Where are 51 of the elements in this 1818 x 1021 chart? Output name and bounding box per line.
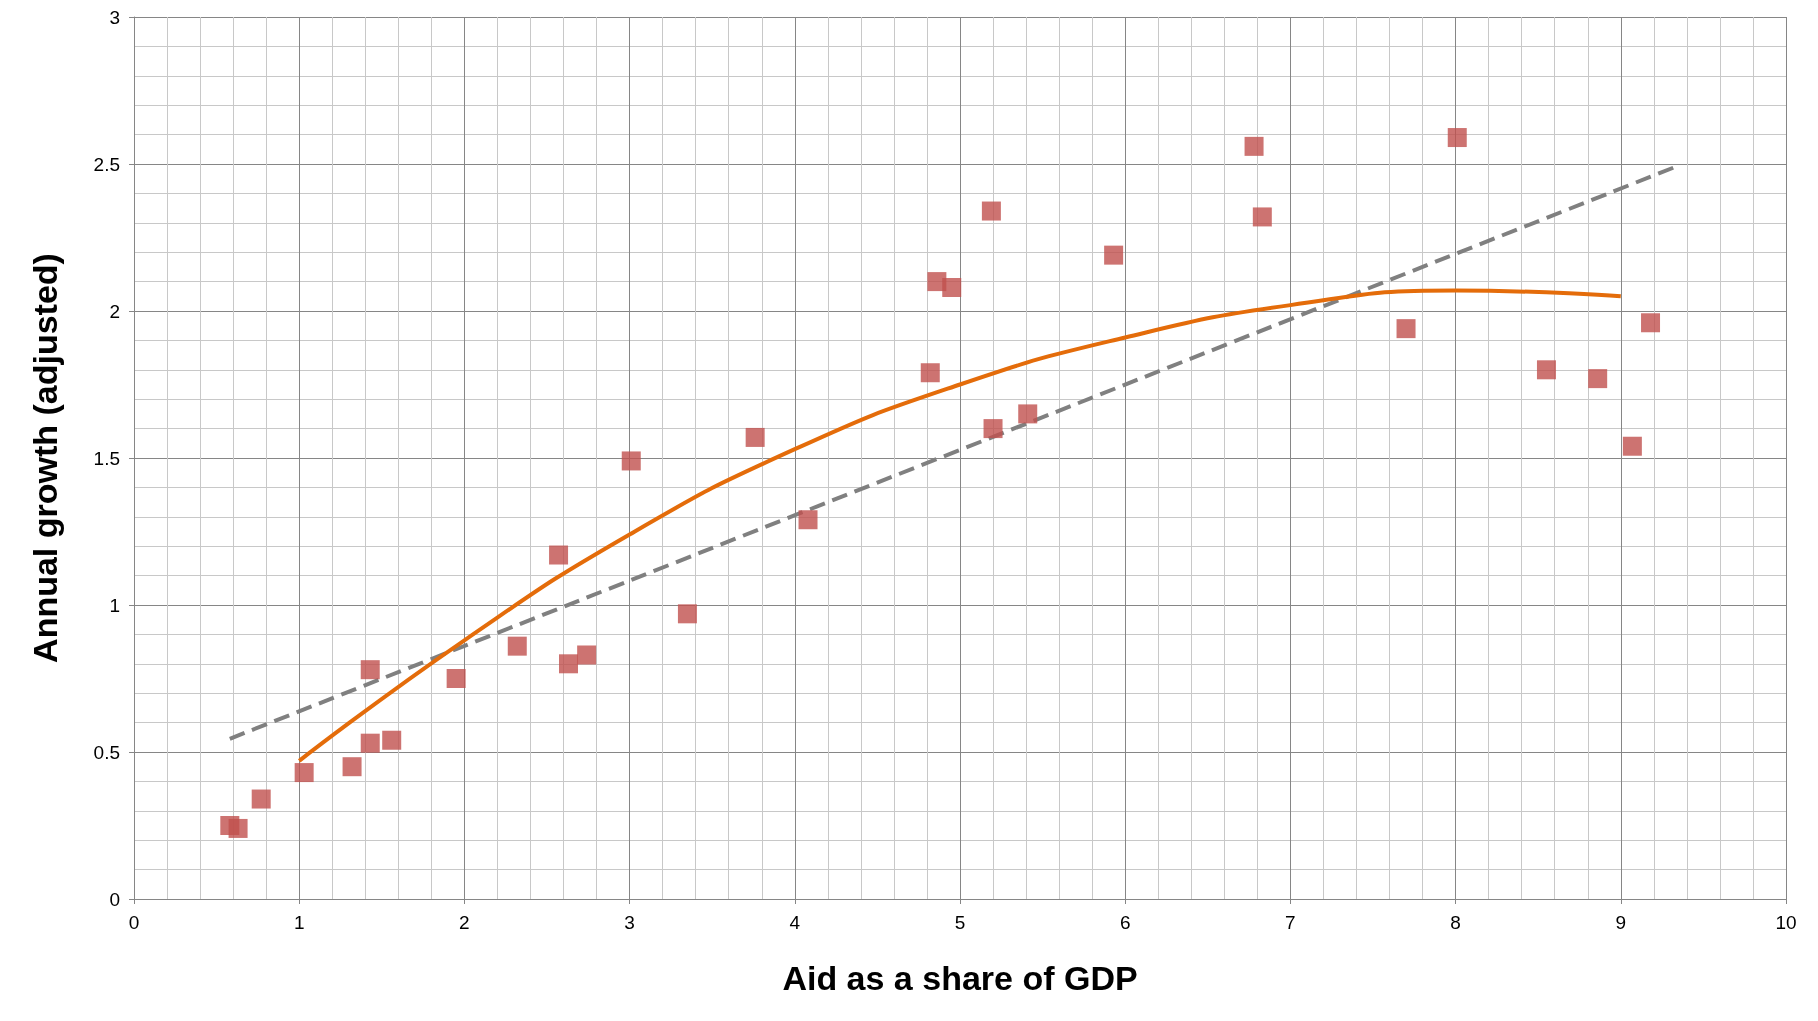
point	[577, 645, 597, 665]
point	[1396, 319, 1416, 339]
line-series	[297, 288, 1623, 763]
y-tick-label: 1.5	[93, 447, 120, 469]
y-tick-label: 2	[109, 300, 120, 322]
y-tick-label: 0.5	[93, 741, 120, 763]
point	[1018, 404, 1038, 424]
point	[558, 654, 578, 674]
point	[621, 451, 641, 471]
y-tick-label: 2.5	[93, 153, 120, 175]
point	[983, 419, 1003, 439]
x-tick-label: 0	[128, 912, 140, 933]
x-tick-label: 8	[1450, 912, 1461, 933]
point	[549, 545, 569, 565]
point	[745, 427, 765, 447]
point	[1104, 245, 1124, 265]
point	[981, 201, 1001, 221]
point	[677, 604, 697, 624]
point	[382, 730, 402, 750]
x-tick-label: 9	[1615, 912, 1627, 933]
y-tick-label: 3	[109, 6, 120, 28]
point	[294, 763, 314, 783]
point	[342, 757, 362, 777]
point	[798, 510, 818, 530]
point	[360, 660, 380, 680]
point	[446, 669, 466, 688]
point	[942, 277, 962, 297]
x-axis-title: Aid as a share of GDP	[782, 959, 1138, 997]
point	[507, 636, 527, 656]
point	[920, 363, 940, 383]
point	[228, 818, 248, 838]
x-tick-label: 1	[293, 912, 305, 933]
x-tick-label: 7	[1285, 912, 1296, 933]
x-tick-label: 5	[954, 912, 966, 933]
point	[1252, 207, 1272, 227]
point	[251, 789, 271, 809]
point	[360, 733, 380, 753]
x-tick-label: 10	[1775, 912, 1797, 933]
y-axis-title: Annual growth (adjusted)	[26, 253, 64, 663]
y-tick-label: 1	[109, 594, 120, 616]
x-tick-label: 4	[789, 912, 801, 933]
x-tick-label: 3	[624, 912, 635, 933]
point	[1641, 313, 1661, 333]
point	[1244, 136, 1264, 156]
point	[1536, 360, 1556, 380]
point	[1447, 128, 1467, 148]
point	[1588, 369, 1608, 389]
x-tick-label: 2	[459, 912, 470, 933]
point	[1622, 436, 1642, 456]
x-tick-label: 6	[1119, 912, 1131, 933]
y-tick-label: 0	[109, 888, 120, 910]
